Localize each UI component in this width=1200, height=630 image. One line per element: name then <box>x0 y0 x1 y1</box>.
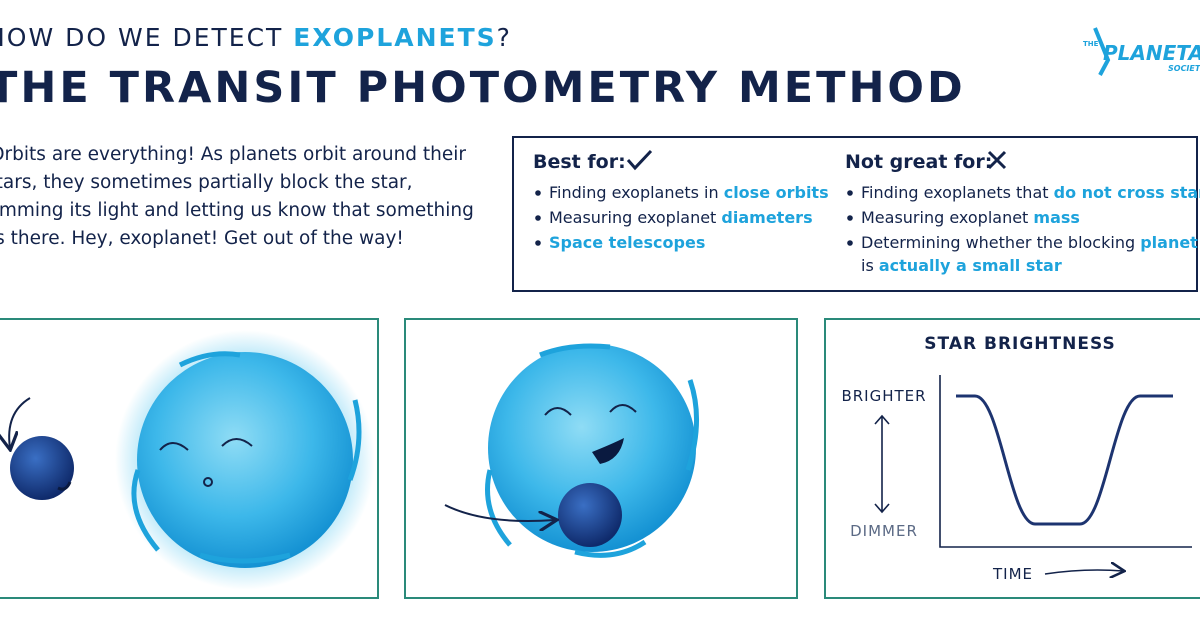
intro-line: is there. Hey, exoplanet! Get out of the… <box>0 228 404 249</box>
time-label: TIME <box>992 565 1033 583</box>
logo-swoosh <box>1093 27 1111 76</box>
panel <box>404 318 798 599</box>
kicker: HOW DO WE DETECT EXOPLANETS? <box>0 23 512 52</box>
text-segment: Finding exoplanets in <box>549 183 724 202</box>
bullet <box>847 215 853 221</box>
planet-illustration <box>9 397 74 500</box>
bullet-text: Measuring exoplanet mass <box>861 208 1080 227</box>
graph-title: STAR BRIGHTNESS <box>924 334 1115 354</box>
bullet-text: Measuring exoplanet diameters <box>549 208 813 227</box>
text-segment: Measuring exoplanet <box>549 208 721 227</box>
star-illustration <box>115 330 375 590</box>
time-arrow <box>1044 570 1123 574</box>
best-heading: Best for: <box>533 151 626 173</box>
logo-top: THE <box>1083 40 1099 48</box>
bullet <box>535 215 541 221</box>
text-segment: Measuring exoplanet <box>861 208 1033 227</box>
highlight-text: close orbits <box>724 183 829 202</box>
star-illustration <box>485 343 699 558</box>
highlight-text: mass <box>1033 208 1080 227</box>
bullet-text: Determining whether the blocking planet <box>861 233 1198 252</box>
highlight-text: planet <box>1140 233 1198 252</box>
bullet <box>535 190 541 196</box>
highlight-text: actually a small star <box>879 256 1062 275</box>
logo: THE PLANETARY SOCIETY <box>1083 27 1200 76</box>
panel <box>0 318 379 599</box>
logo-bottom: SOCIETY <box>1168 64 1200 73</box>
graph-axes <box>939 375 1192 548</box>
bullet <box>847 240 853 246</box>
highlight-text: EXOPLANETS <box>293 23 496 52</box>
not-great-heading: Not great for: <box>845 151 992 173</box>
planet-illustration <box>444 483 622 547</box>
highlight-text: do not cross stars <box>1054 183 1200 202</box>
highlight-text: diameters <box>721 208 812 227</box>
check-icon <box>626 149 653 171</box>
bullet-text: Finding exoplanets in close orbits <box>549 183 829 202</box>
intro: Orbits are everything! As planets orbit … <box>0 144 474 249</box>
bullet <box>535 240 541 246</box>
intro-line: stars, they sometimes partially block th… <box>0 172 413 193</box>
text-segment: ? <box>497 23 512 52</box>
brightness-arrow <box>874 414 890 514</box>
bullet <box>847 190 853 196</box>
title: THE TRANSIT PHOTOMETRY METHOD <box>0 63 966 113</box>
light-curve <box>956 394 1173 526</box>
bullet-text: is actually a small star <box>861 256 1062 275</box>
bullet-text: Finding exoplanets that do not cross sta… <box>861 183 1200 202</box>
text-segment: HOW DO WE DETECT <box>0 23 293 52</box>
intro-line: Orbits are everything! As planets orbit … <box>0 144 466 165</box>
highlight-text: Space telescopes <box>549 233 705 252</box>
brighter-label: BRIGHTER <box>841 387 926 405</box>
dimmer-label: DIMMER <box>850 522 918 540</box>
best-list: Finding exoplanets in close orbitsMeasur… <box>535 183 829 252</box>
x-icon <box>987 150 1007 170</box>
text-segment: Determining whether the blocking <box>861 233 1140 252</box>
intro-line: dimming its light and letting us know th… <box>0 200 474 221</box>
bullet-text: Space telescopes <box>549 233 705 252</box>
text-segment: Finding exoplanets that <box>861 183 1054 202</box>
info-box <box>512 136 1198 292</box>
not-great-list: Finding exoplanets that do not cross sta… <box>847 183 1200 275</box>
text-segment: is <box>861 256 879 275</box>
logo-name: PLANETARY <box>1103 41 1200 65</box>
panel <box>824 318 1200 599</box>
